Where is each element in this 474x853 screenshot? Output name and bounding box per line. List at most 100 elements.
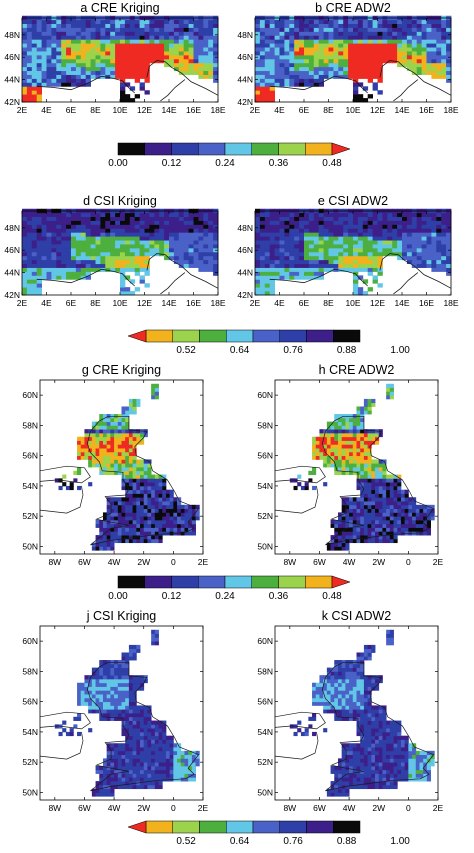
heatmap-cell	[368, 217, 373, 221]
heatmap-cell	[140, 67, 145, 71]
heatmap-cell	[159, 43, 164, 47]
heatmap-cell	[194, 264, 199, 268]
heatmap-cell	[270, 39, 275, 43]
heatmap-cell	[71, 236, 76, 240]
heatmap-cell	[387, 221, 392, 225]
heatmap-cell	[159, 39, 164, 43]
heatmap-cell	[151, 509, 155, 513]
heatmap-cell	[189, 35, 194, 39]
heatmap-cell	[342, 418, 346, 422]
heatmap-cell	[431, 28, 436, 32]
heatmap-cell	[423, 520, 427, 524]
heatmap-cell	[103, 463, 107, 467]
heatmap-cell	[133, 766, 137, 770]
heatmap-cell	[319, 71, 324, 75]
heatmap-cell	[304, 82, 309, 86]
x-tick-label: 4E	[41, 298, 52, 308]
heatmap-cell	[412, 512, 416, 516]
heatmap-cell	[280, 35, 285, 39]
heatmap-cell	[289, 213, 294, 217]
heatmap-cell	[100, 20, 105, 24]
heatmap-cell	[166, 736, 170, 740]
heatmap-cell	[353, 240, 358, 244]
heatmap-cell	[129, 509, 133, 513]
heatmap-cell	[309, 248, 314, 252]
heatmap-cell	[265, 236, 270, 240]
heatmap-cell	[133, 683, 137, 687]
heatmap-cell	[151, 736, 155, 740]
heatmap-cell	[343, 264, 348, 268]
heatmap-cell	[342, 505, 346, 509]
heatmap-cell	[358, 59, 363, 63]
heatmap-cell	[166, 758, 170, 762]
heatmap-cell	[348, 24, 353, 28]
heatmap-cell	[382, 471, 386, 475]
heatmap-cell	[342, 509, 346, 513]
heatmap-cell	[66, 71, 71, 75]
heatmap-cell	[81, 228, 86, 232]
heatmap-cell	[416, 524, 420, 528]
heatmap-cell	[147, 724, 151, 728]
heatmap-cell	[115, 67, 120, 71]
heatmap-cell	[194, 228, 199, 232]
x-tick-label: 4E	[274, 298, 285, 308]
heatmap-cell	[136, 399, 140, 403]
heatmap-cell	[144, 755, 148, 759]
heatmap-cell	[436, 43, 441, 47]
heatmap-cell	[105, 240, 110, 244]
heatmap-cell	[22, 264, 27, 268]
heatmap-cell	[353, 59, 358, 63]
heatmap-cell	[136, 539, 140, 543]
heatmap-cell	[114, 702, 118, 706]
heatmap-cell	[107, 543, 111, 547]
heatmap-cell	[81, 43, 86, 47]
heatmap-cell	[375, 531, 379, 535]
x-tick-label: 4E	[41, 105, 52, 115]
heatmap-cell	[441, 260, 446, 264]
heatmap-cell	[133, 694, 137, 698]
heatmap-cell	[304, 252, 309, 256]
heatmap-cell	[289, 35, 294, 39]
heatmap-cell	[96, 422, 100, 426]
heatmap-cell	[324, 71, 329, 75]
heatmap-cell	[194, 59, 199, 63]
heatmap-cell	[308, 471, 312, 475]
heatmap-cell	[88, 705, 92, 709]
heatmap-cell	[390, 512, 394, 516]
heatmap-cell	[125, 75, 130, 79]
heatmap-cell	[122, 777, 126, 781]
heatmap-cell	[394, 490, 398, 494]
heatmap-cell	[166, 747, 170, 751]
heatmap-cell	[387, 28, 392, 32]
heatmap-cell	[401, 505, 405, 509]
heatmap-cell	[331, 535, 335, 539]
heatmap-cell	[184, 256, 189, 260]
heatmap-cell	[133, 732, 137, 736]
heatmap-cell	[338, 264, 343, 268]
heatmap-cell	[334, 433, 338, 437]
heatmap-cell	[22, 221, 27, 225]
heatmap-cell	[129, 486, 133, 490]
heatmap-cell	[379, 539, 383, 543]
heatmap-cell	[417, 39, 422, 43]
heatmap-cell	[363, 63, 368, 67]
heatmap-cell	[166, 762, 170, 766]
heatmap-cell	[130, 24, 135, 28]
heatmap-cell	[327, 675, 331, 679]
heatmap-cell	[118, 668, 122, 672]
heatmap-cell	[107, 789, 111, 793]
heatmap-cell	[100, 244, 105, 248]
heatmap-cell	[110, 785, 114, 789]
y-tick-label: 46N	[4, 245, 20, 255]
heatmap-cell	[91, 232, 96, 236]
heatmap-cell	[382, 505, 386, 509]
heatmap-cell	[357, 539, 361, 543]
heatmap-cell	[129, 459, 133, 463]
heatmap-cell	[159, 758, 163, 762]
heatmap-cell	[304, 271, 309, 275]
x-tick-label: 4E	[274, 105, 285, 115]
heatmap-cell	[348, 71, 353, 75]
heatmap-cell	[151, 490, 155, 494]
heatmap-cell	[364, 520, 368, 524]
heatmap-cell	[147, 777, 151, 781]
